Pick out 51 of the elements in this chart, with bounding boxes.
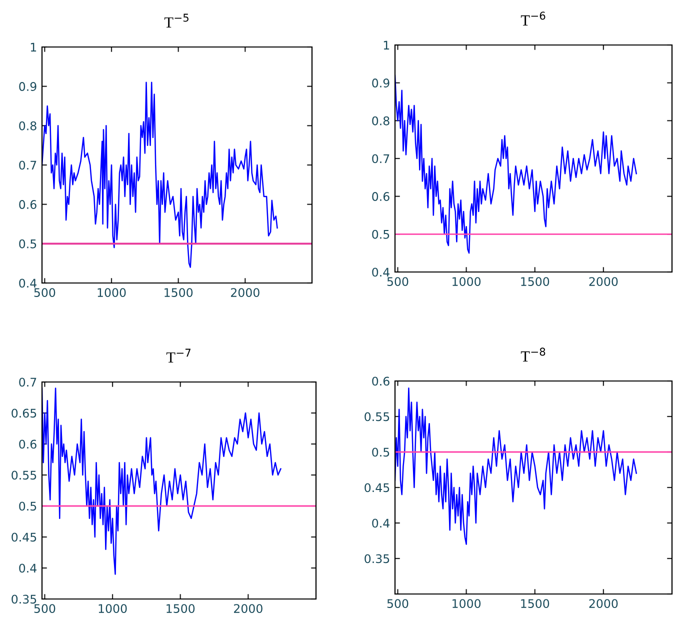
chart-title: T$^{−6}$: [520, 12, 546, 26]
x-tick-label: 1500: [521, 599, 550, 608]
line-series: [42, 388, 282, 575]
y-tick-label: 0.7: [372, 154, 390, 164]
y-tick-label: 0.45: [364, 483, 390, 492]
y-tick-label: 0.4: [19, 278, 36, 288]
x-tick-label: 1000: [452, 277, 481, 286]
y-tick-label: 0.65: [12, 408, 36, 418]
x-tick-label: 1000: [98, 604, 127, 613]
chart-title: T$^{−8}$: [520, 348, 546, 362]
y-tick-label: 0.45: [12, 532, 36, 542]
x-tick-label: 500: [387, 599, 408, 608]
y-tick-label: 0.35: [12, 594, 36, 604]
x-tick-label: 1500: [166, 604, 195, 613]
y-tick-label: 0.8: [372, 116, 390, 126]
x-tick-label: 2000: [234, 604, 262, 613]
x-tick-label: 500: [387, 277, 408, 286]
y-tick-label: 0.5: [372, 448, 390, 457]
y-tick-label: 0.55: [364, 412, 390, 422]
y-tick-label: 0.5: [19, 239, 36, 248]
x-tick-label: 1500: [164, 288, 193, 297]
x-tick-label: 500: [34, 288, 56, 297]
x-tick-label: 1000: [98, 288, 126, 297]
x-tick-label: 1500: [521, 277, 550, 286]
y-tick-label: 0.4: [372, 268, 390, 277]
y-tick-label: 0.6: [372, 376, 390, 386]
x-tick-label: 500: [34, 604, 56, 613]
chart-title: T$^{−7}$: [166, 348, 190, 362]
y-tick-label: 0.9: [19, 82, 36, 91]
y-tick-label: 0.9: [372, 78, 390, 88]
y-tick-label: 0.55: [12, 470, 36, 480]
y-tick-label: 0.5: [372, 230, 390, 239]
y-tick-label: 0.4: [19, 564, 36, 573]
y-tick-label: 0.6: [19, 200, 36, 209]
y-tick-label: 1: [30, 42, 36, 52]
chart-title: T$^{−5}$: [164, 14, 188, 28]
y-tick-label: 0.6: [372, 192, 390, 201]
line-series: [395, 387, 637, 545]
y-tick-label: 0.8: [19, 121, 36, 130]
x-tick-label: 2000: [231, 288, 260, 297]
y-tick-label: 0.6: [19, 440, 36, 449]
y-tick-label: 0.7: [19, 378, 36, 387]
x-tick-label: 2000: [589, 277, 618, 286]
x-tick-label: 2000: [589, 599, 618, 608]
y-tick-label: 0.35: [364, 554, 390, 564]
line-series: [42, 82, 278, 268]
y-tick-label: 1: [384, 40, 390, 50]
y-tick-label: 0.4: [372, 518, 390, 528]
y-tick-label: 0.5: [19, 502, 36, 511]
y-tick-label: 0.7: [19, 160, 36, 170]
x-tick-label: 1000: [452, 599, 481, 608]
